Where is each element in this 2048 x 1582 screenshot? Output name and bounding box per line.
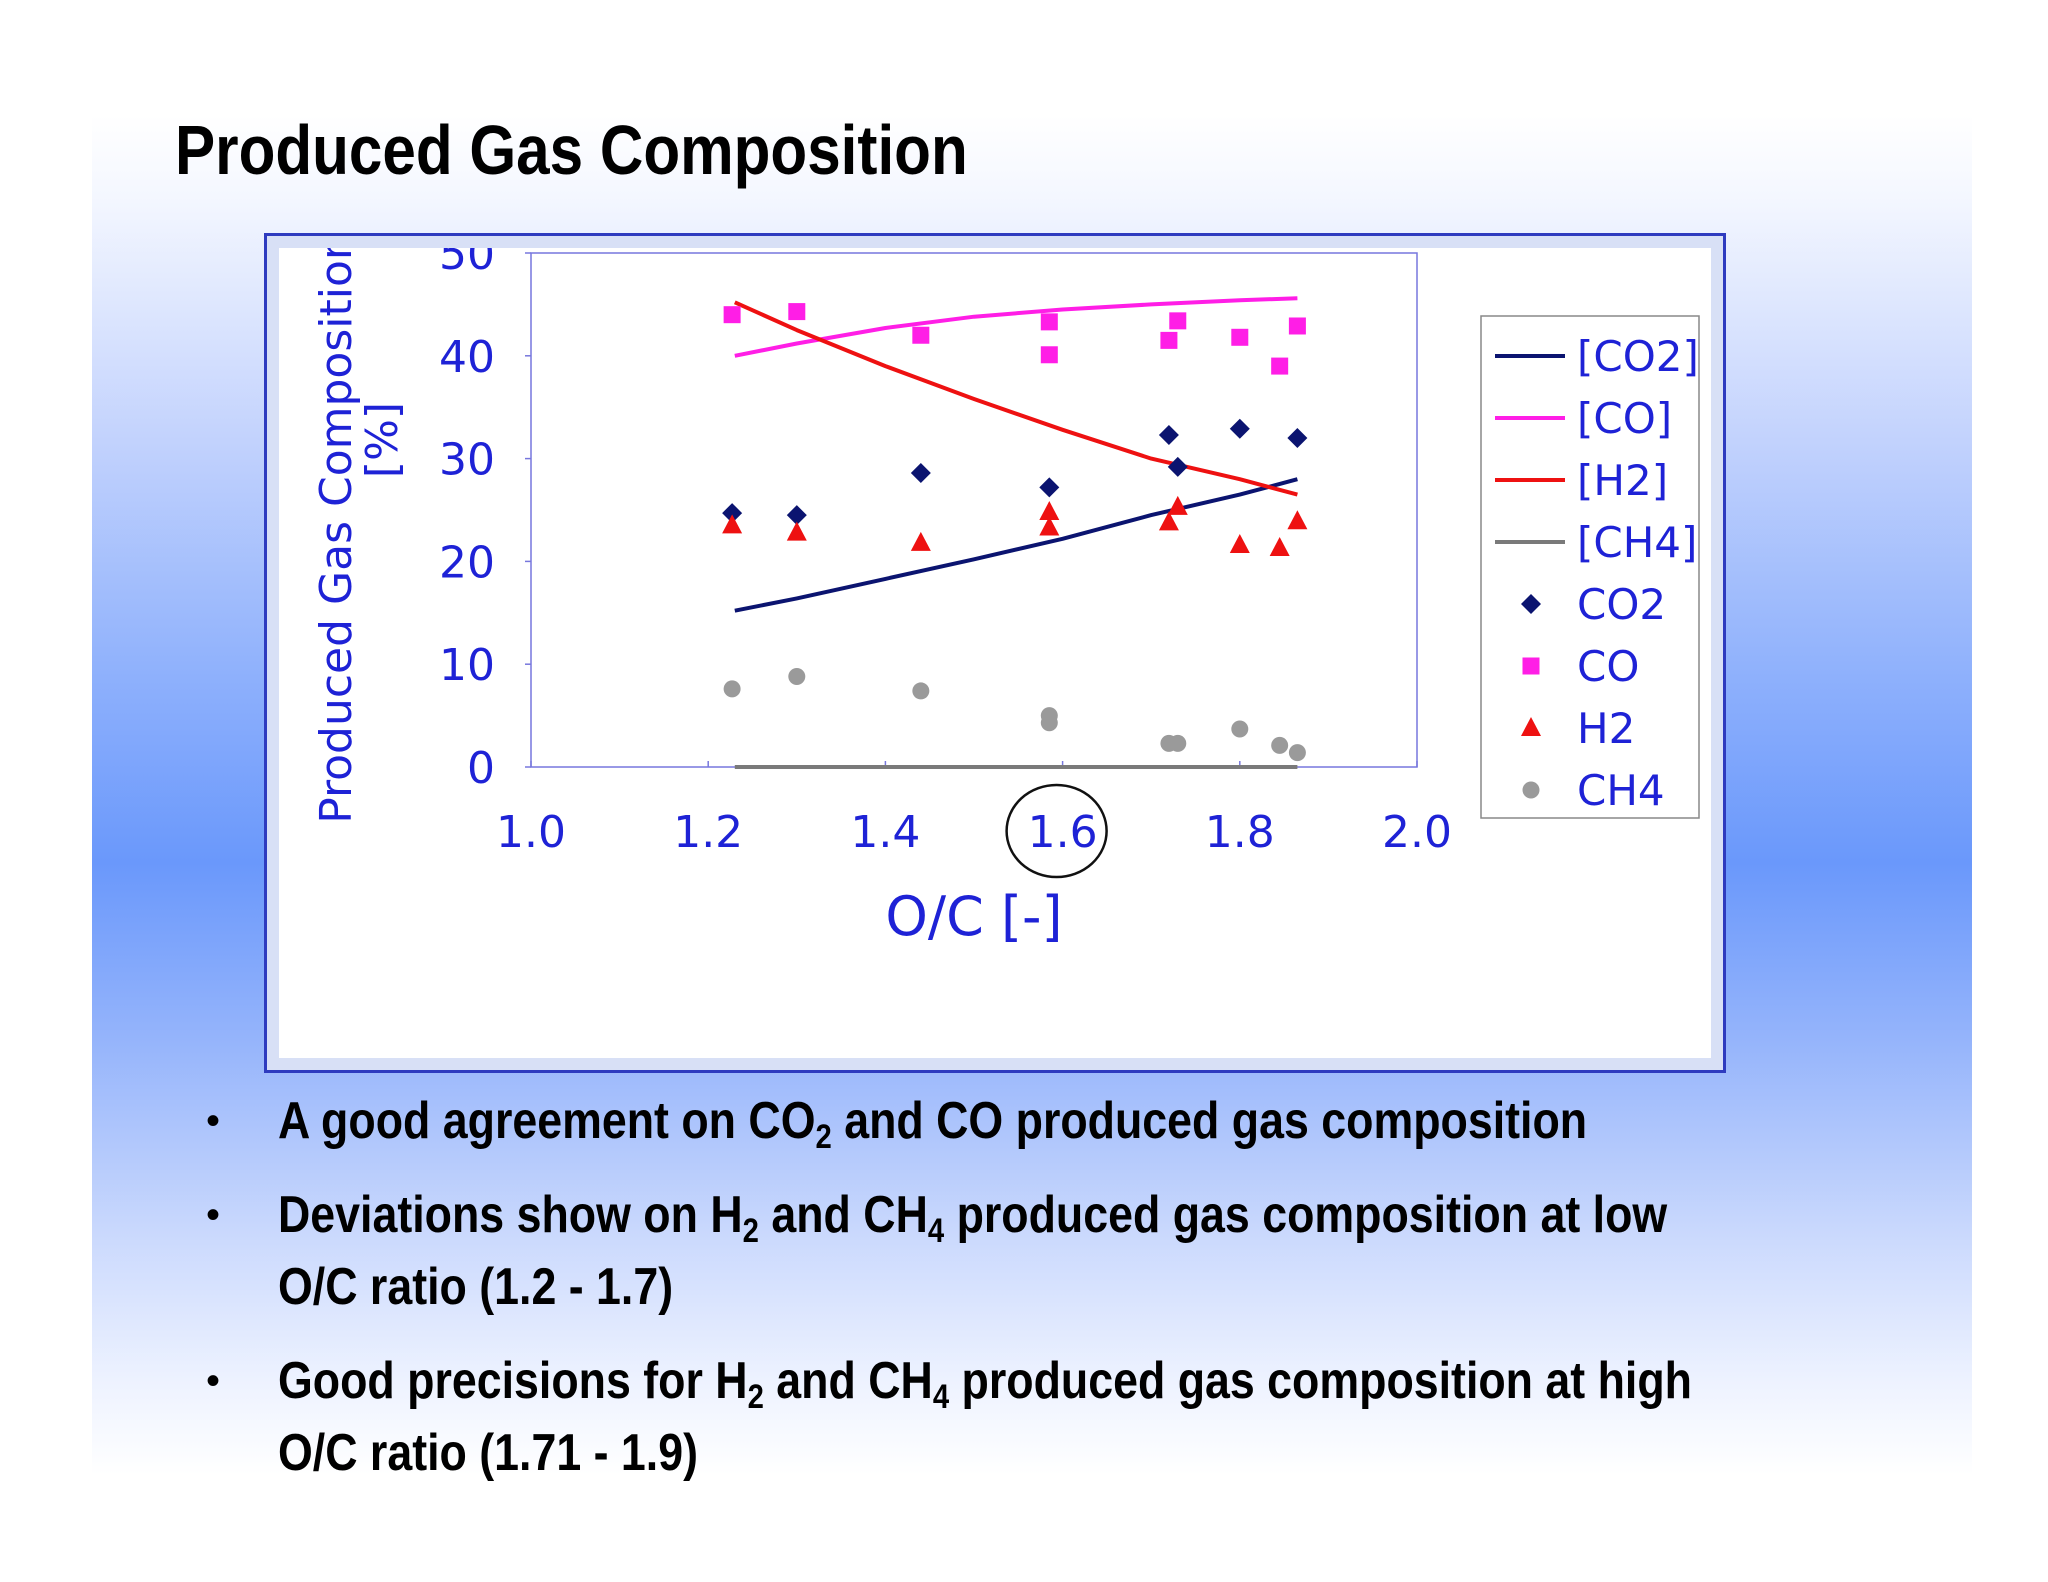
data-point-co [788,303,806,321]
series-line-h2 [733,300,1298,497]
bullet-text: Good precisions for H2 and CH4 produced … [278,1345,1692,1489]
x-tick-label: 1.6 [1028,807,1098,858]
data-point-h2 [1167,495,1188,515]
gas-composition-chart: [CO2] [CO] [H2] [CH4] CO2 CO H2 CH4 0 10 20 30 40 50… [311,248,1700,948]
data-point-h2 [1229,533,1250,553]
legend-label: H2 [1577,704,1635,753]
data-point-ch4 [1288,744,1306,762]
x-tick-label: 1.4 [850,807,920,858]
bullet-item: • A good agreement on CO2 and CO produced… [190,1085,1910,1157]
bullet-text-part: Good precisions for H [278,1352,748,1410]
series-line-co2 [734,477,1298,613]
legend-label: [CH4] [1577,518,1697,567]
data-point-co2 [1287,428,1308,449]
bullet-text-part: and CO produced gas composition [831,1092,1588,1150]
legend-box [1480,315,1700,819]
data-point-co [1160,331,1178,349]
data-point-co [1040,346,1058,364]
bullet-text-line2: O/C ratio (1.2 - 1.7) [278,1258,674,1316]
data-point-h2 [1287,510,1308,530]
bullet-text: Deviations show on H2 and CH4 produced g… [278,1179,1667,1323]
bullet-text-part: and CH [763,1352,933,1410]
data-point-ch4 [1271,736,1289,754]
subscript: 4 [932,1378,950,1416]
data-point-h2 [1039,516,1060,536]
subscript: 4 [927,1212,945,1250]
highlight-circle [1005,783,1108,879]
legend-label: CH4 [1577,766,1665,815]
data-point-h2 [910,531,931,551]
x-axis-label: O/C [-] [885,885,1062,948]
x-tick-label: 1.2 [673,807,743,858]
legend-marker-swatch [1522,781,1540,799]
data-point-co2 [1229,418,1250,439]
data-point-ch4 [1040,714,1058,732]
bullet-list: • A good agreement on CO2 and CO produced… [190,1085,1910,1511]
subscript: 2 [815,1118,832,1156]
data-point-co2 [1158,424,1179,445]
page-title: Produced Gas Composition [175,111,968,189]
bullet-item: • Deviations show on H2 and CH4 produced … [190,1179,1910,1323]
chart-frame: [CO2] [CO] [H2] [CH4] CO2 CO H2 CH4 0 10 20 30 40 50… [264,233,1726,1073]
bullet-text-line2: O/C ratio (1.71 - 1.9) [278,1424,699,1482]
data-point-co2 [1167,456,1188,477]
legend-marker-swatch [1522,657,1540,675]
data-point-co [723,306,741,324]
subscript: 2 [742,1212,759,1250]
bullet-text: A good agreement on CO2 and CO produced … [278,1085,1587,1157]
data-point-h2 [1158,511,1179,531]
y-axis-label-unit: [%] [357,402,408,478]
bullet-marker: • [206,1099,221,1143]
x-tick-label: 1.0 [496,807,566,858]
legend-label: [CO2] [1577,332,1699,381]
data-point-co [1288,317,1306,335]
y-axis-label: Produced Gas Composition [311,248,362,824]
bullet-marker: • [206,1359,221,1403]
plot-area-border [530,252,1418,768]
legend-label: CO2 [1577,580,1666,629]
legend-label: [CO] [1577,394,1672,443]
bullet-text-part: A good agreement on CO [278,1092,816,1150]
data-point-ch4 [1169,734,1187,752]
legend-label: CO [1577,642,1639,691]
data-point-ch4 [723,680,741,698]
legend-marker-swatch [1521,594,1541,614]
bullet-text-part: and CH [758,1186,928,1244]
bullet-text-part: produced gas composition at low [944,1186,1668,1244]
data-point-co [912,326,930,344]
data-point-co [1271,357,1289,375]
data-point-h2 [1269,537,1290,557]
data-point-h2 [786,521,807,541]
data-point-co2 [1039,477,1060,498]
data-point-ch4 [912,682,930,700]
x-tick-label: 2.0 [1382,807,1452,858]
subscript: 2 [747,1378,764,1416]
y-tick-label: 50 [439,248,495,280]
y-tick-label: 20 [439,537,495,588]
data-point-h2 [1039,501,1060,521]
data-point-ch4 [1231,720,1249,738]
y-tick-label: 40 [439,332,495,383]
data-point-co2 [910,462,931,483]
bullet-text-part: Deviations show on H [278,1186,743,1244]
data-point-co [1040,313,1058,331]
legend-marker-swatch [1521,717,1541,736]
bullet-item: • Good precisions for H2 and CH4 produced… [190,1345,1910,1489]
data-point-ch4 [788,668,806,686]
bullet-marker: • [206,1193,221,1237]
y-tick-label: 30 [439,435,495,486]
chart-area: [CO2] [CO] [H2] [CH4] CO2 CO H2 CH4 0 10 20 30 40 50… [279,248,1711,1058]
data-point-co2 [722,503,743,524]
y-tick-label: 0 [467,743,495,794]
y-tick-label: 10 [439,640,495,691]
data-point-co [1169,312,1187,330]
data-point-h2 [722,514,743,534]
data-point-co [1231,328,1249,346]
bullet-text-part: produced gas composition at high [949,1352,1693,1410]
x-tick-label: 1.8 [1205,807,1275,858]
series-line-co [734,296,1298,358]
data-point-co2 [786,505,807,526]
legend-label: [H2] [1577,456,1668,505]
